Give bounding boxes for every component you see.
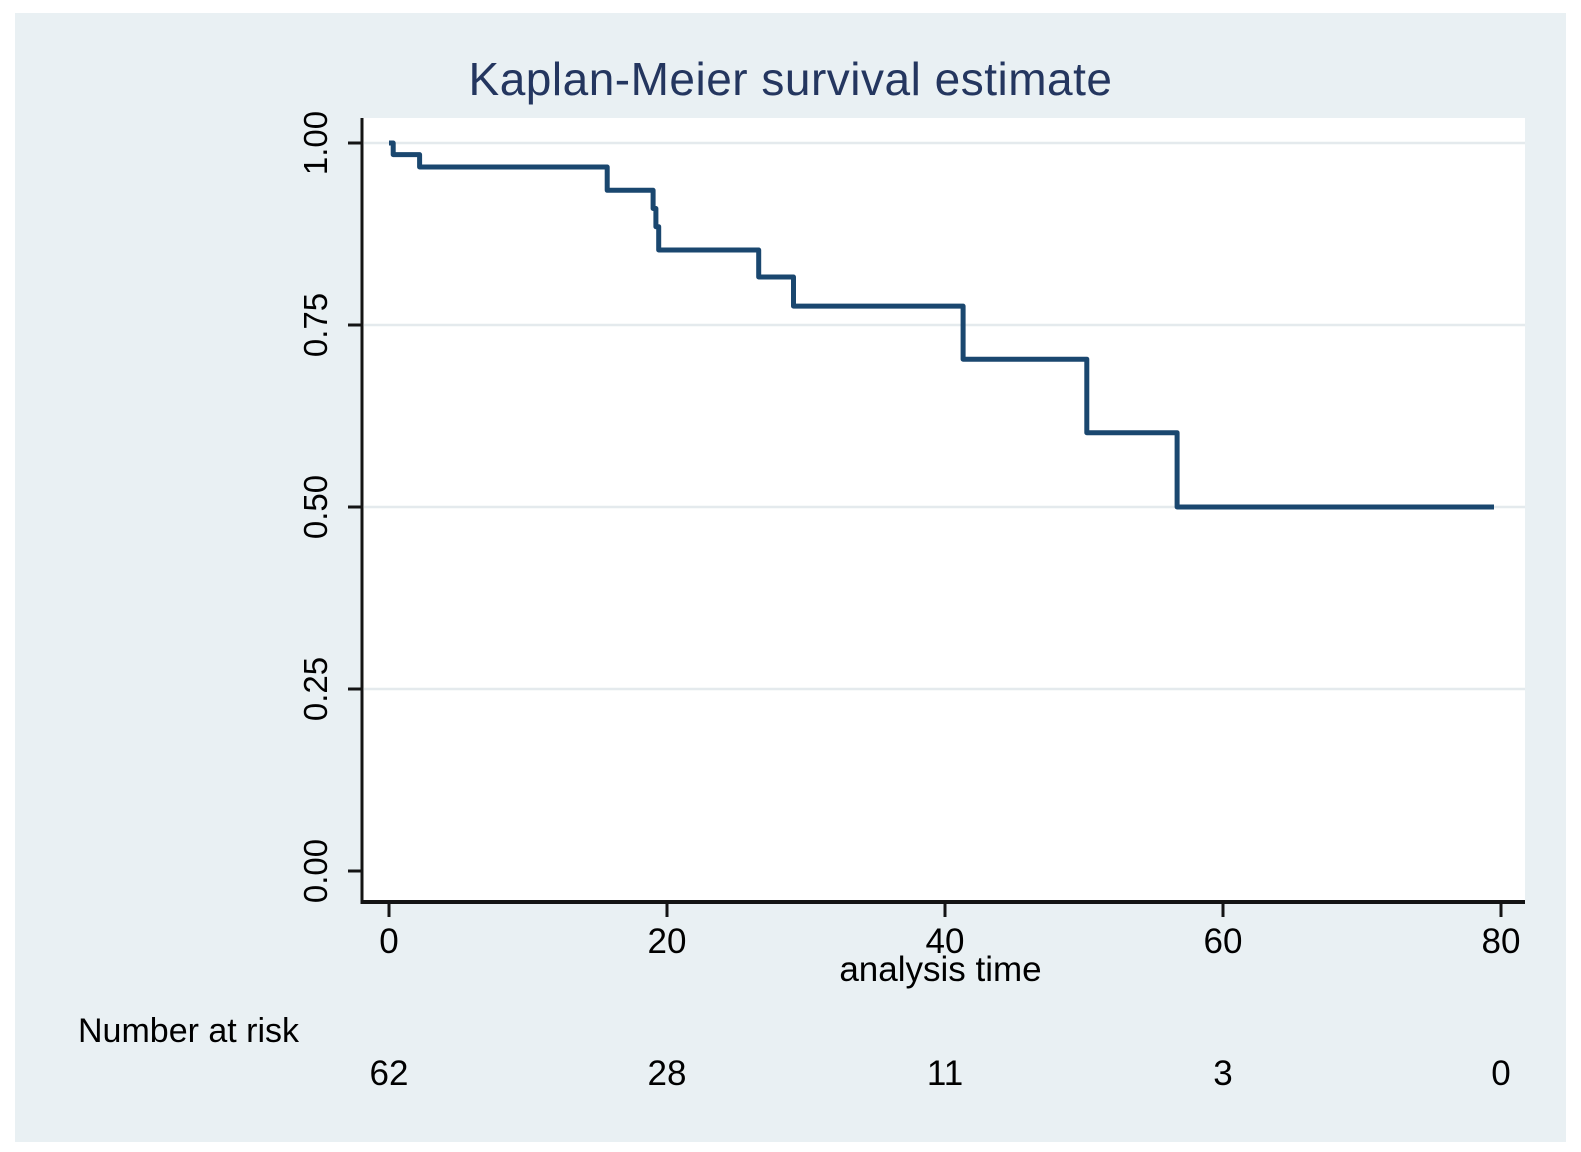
y-tick-label-0.50: 0.50 bbox=[297, 474, 334, 540]
chart-title: Kaplan-Meier survival estimate bbox=[468, 53, 1113, 105]
y-tick-label-0.00: 0.00 bbox=[297, 838, 334, 904]
risk-value-t80: 0 bbox=[1491, 1054, 1511, 1093]
plot-area bbox=[362, 118, 1525, 902]
risk-value-t20: 28 bbox=[647, 1054, 687, 1093]
x-tick-label-80: 80 bbox=[1481, 922, 1521, 961]
risk-value-t40: 11 bbox=[926, 1054, 964, 1093]
y-tick-label-1.00: 1.00 bbox=[297, 110, 334, 176]
y-tick-label-0.25: 0.25 bbox=[297, 656, 334, 722]
x-tick-label-20: 20 bbox=[647, 922, 687, 961]
y-tick-label-0.75: 0.75 bbox=[297, 292, 334, 358]
survival-curve-survival-estimate bbox=[389, 140, 1494, 510]
x-tick-label-0: 0 bbox=[379, 922, 399, 961]
x-tick-label-40: 40 bbox=[925, 922, 965, 961]
risk-value-t60: 3 bbox=[1213, 1054, 1233, 1093]
x-tick-label-60: 60 bbox=[1203, 922, 1243, 961]
number-at-risk-label: Number at risk bbox=[78, 1012, 300, 1050]
risk-value-t0: 62 bbox=[369, 1054, 409, 1093]
x-axis-label: analysis time bbox=[839, 950, 1042, 989]
